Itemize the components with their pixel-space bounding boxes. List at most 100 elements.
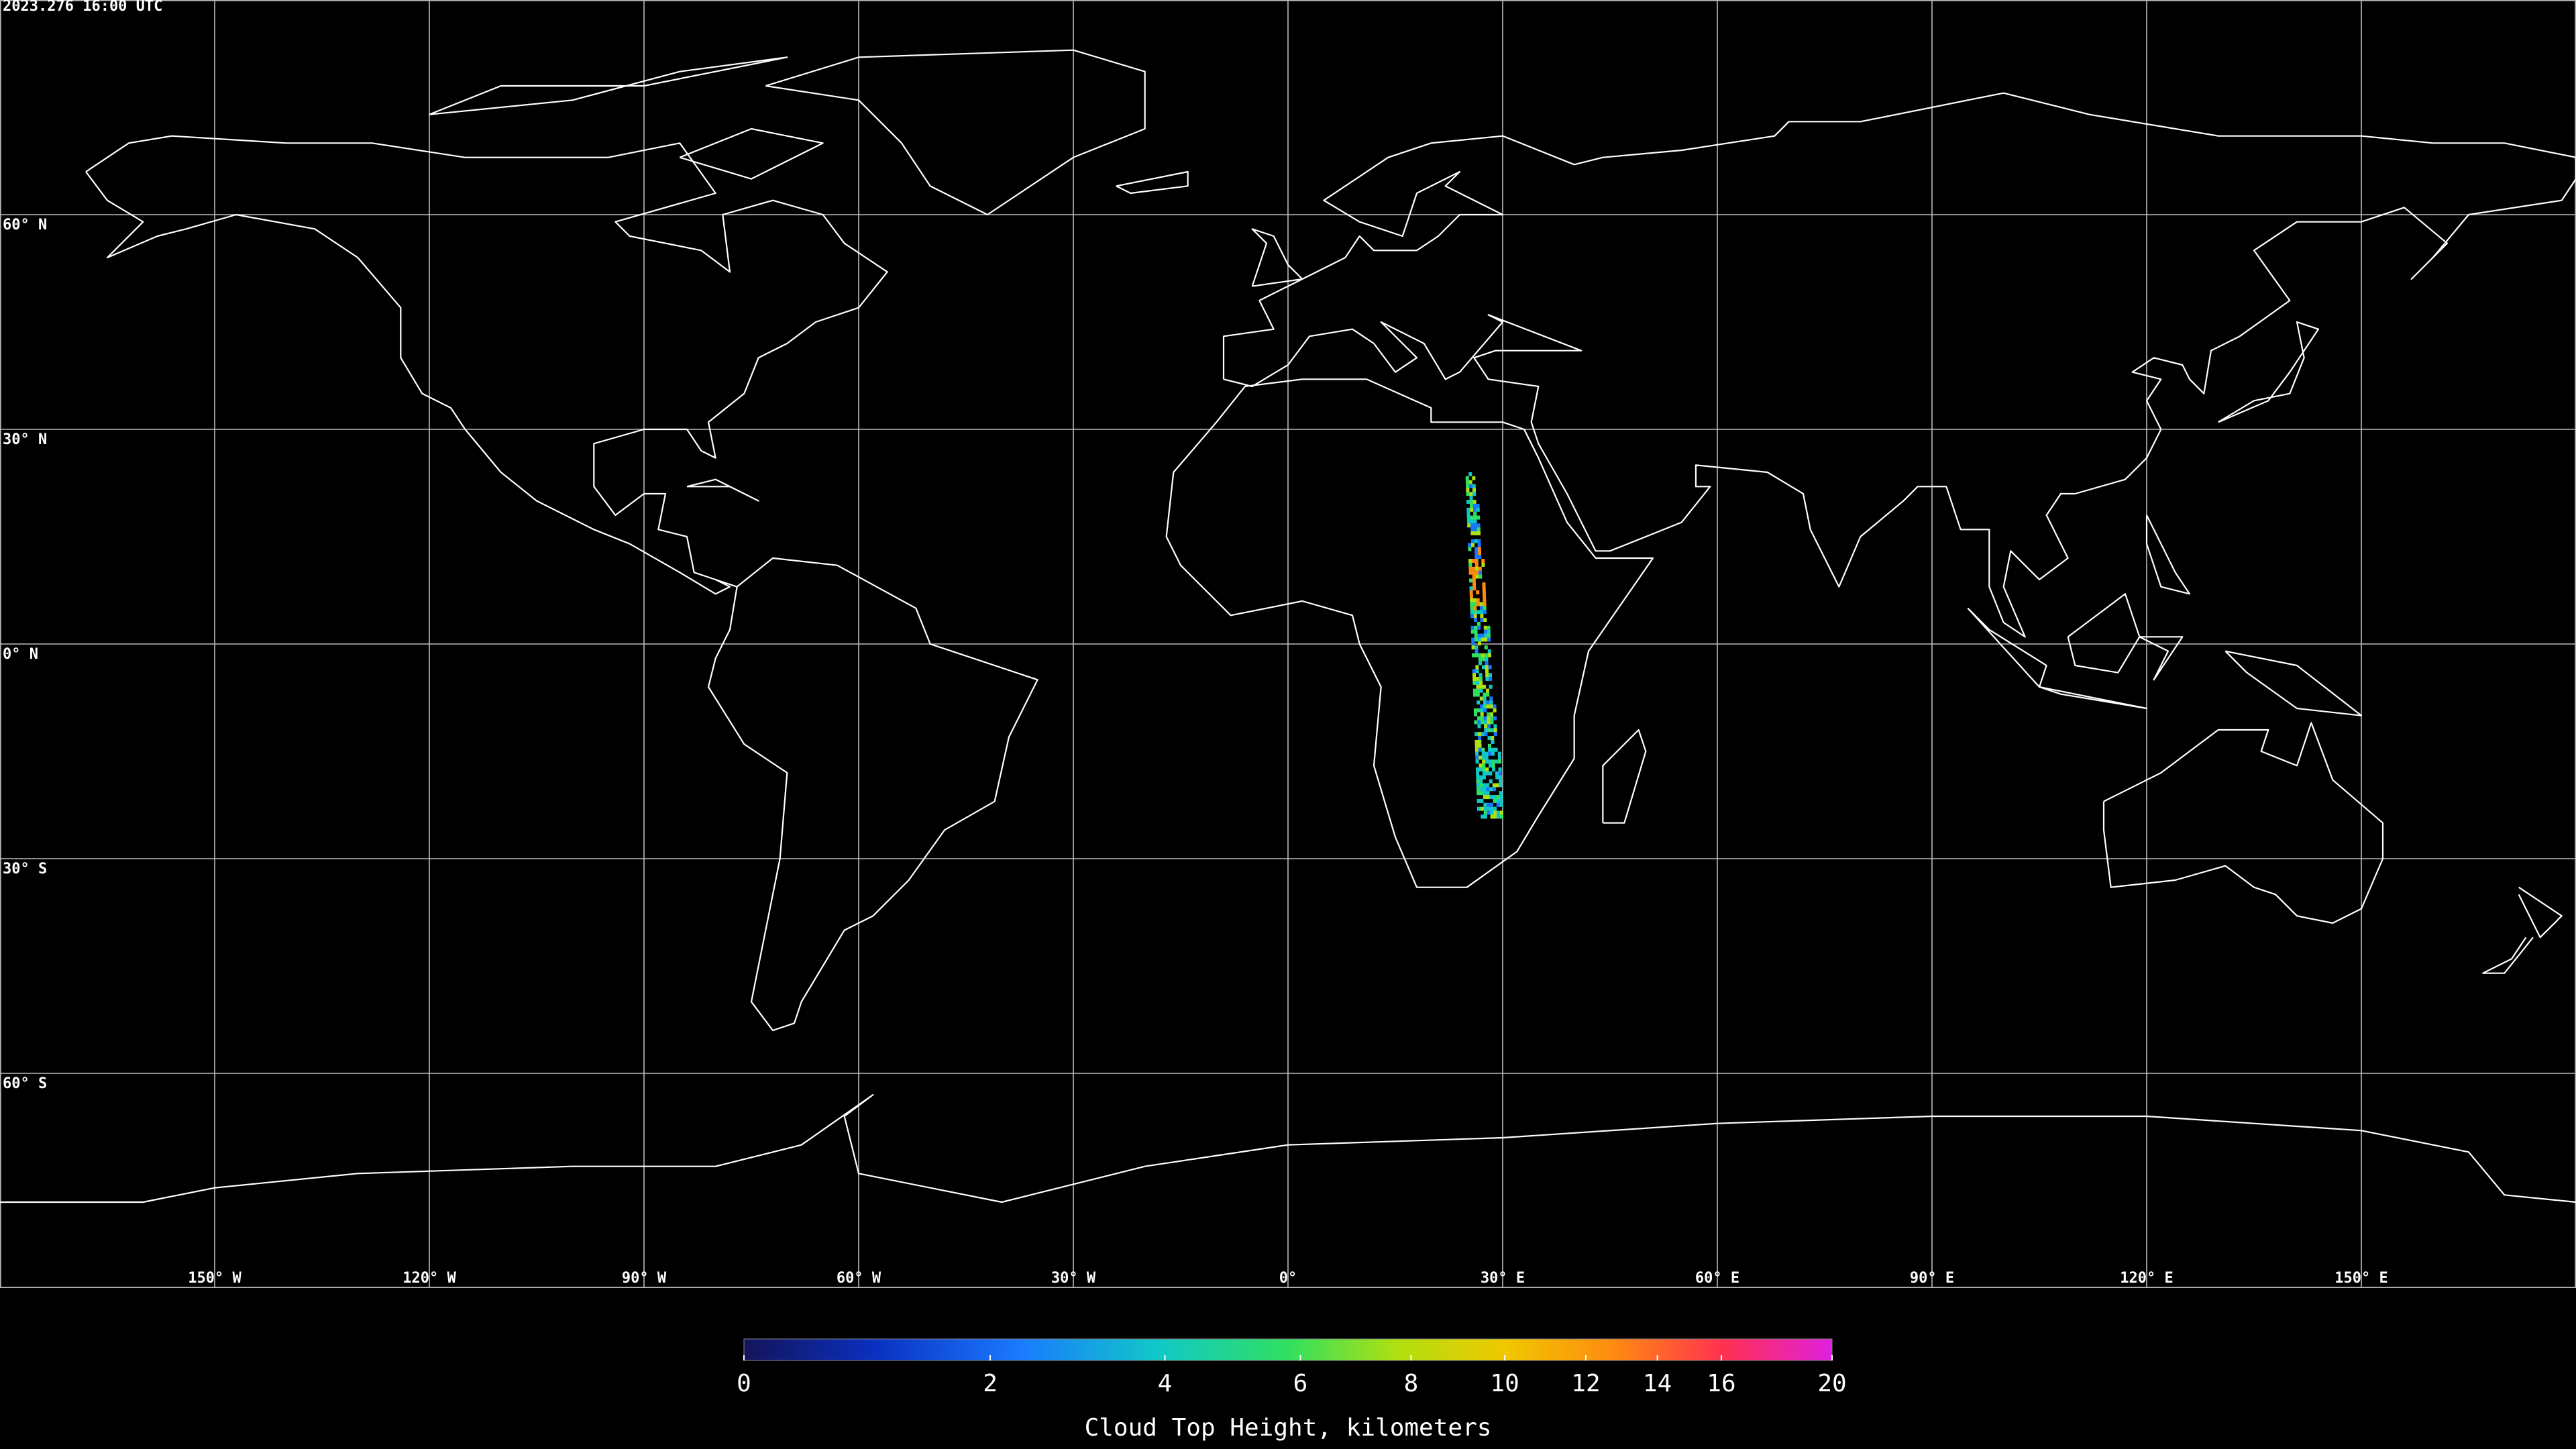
swath-pixel	[1490, 806, 1494, 811]
longitude-label: 150° W	[188, 1270, 241, 1287]
swath-pixel	[1479, 696, 1483, 701]
swath-pixel	[1484, 633, 1488, 638]
swath-pixel	[1476, 692, 1480, 697]
coastline	[2068, 594, 2140, 672]
swath-pixel	[1489, 802, 1493, 807]
swath-pixel	[1479, 779, 1483, 784]
swath-pixel	[1485, 653, 1489, 657]
swath-pixel	[1490, 810, 1494, 815]
swath-pixel	[1474, 743, 1479, 748]
swath-pixel	[1481, 653, 1485, 657]
swath-pixel	[1476, 684, 1480, 689]
swath-pixel	[1474, 625, 1478, 630]
swath-pixel	[1474, 527, 1478, 532]
swath-pixel	[1487, 653, 1491, 657]
swath-pixel	[1481, 657, 1485, 661]
swath-pixel	[1477, 527, 1481, 532]
swath-pixel	[1499, 783, 1503, 788]
swath-pixel	[1483, 787, 1487, 792]
swath-pixel	[1498, 759, 1502, 764]
swath-pixel	[1477, 641, 1481, 646]
swath-pixel	[1489, 787, 1493, 792]
swath-pixel	[1469, 590, 1473, 594]
swath-pixel	[1476, 775, 1480, 780]
swath-pixel	[1477, 523, 1481, 528]
swath-pixel	[1479, 680, 1483, 685]
swath-pixel	[1485, 665, 1489, 669]
swath-pixel	[1482, 775, 1486, 780]
swath-pixel	[1473, 519, 1477, 524]
swath-pixel	[1489, 684, 1493, 689]
swath-pixel	[1476, 602, 1480, 606]
swath-pixel	[1472, 578, 1476, 583]
swath-pixel	[1472, 669, 1476, 674]
swath-pixel	[1493, 724, 1497, 729]
swath-pixel	[1469, 578, 1473, 583]
swath-pixel	[1487, 802, 1491, 807]
swath-pixel	[1479, 673, 1483, 678]
swath-pixel	[1466, 519, 1470, 524]
latitude-label: 30° N	[3, 431, 47, 448]
swath-pixel	[1466, 507, 1470, 512]
swath-pixel	[1470, 507, 1474, 512]
swath-pixel	[1499, 798, 1503, 803]
swath-pixel	[1481, 732, 1485, 737]
swath-pixel	[1482, 763, 1486, 768]
swath-pixel	[1477, 798, 1481, 803]
swath-pixel	[1499, 791, 1503, 796]
swath-pixel	[1493, 732, 1497, 737]
swath-pixel	[1468, 570, 1472, 575]
swath-pixel	[1477, 732, 1481, 737]
swath-pixel	[1478, 739, 1482, 744]
swath-pixel	[1496, 810, 1500, 815]
swath-pixel	[1491, 747, 1495, 752]
swath-pixel	[1477, 625, 1481, 630]
swath-pixel	[1488, 665, 1492, 669]
swath-pixel	[1479, 775, 1483, 780]
swath-pixel	[1489, 696, 1493, 701]
swath-pixel	[1470, 523, 1474, 528]
map	[0, 50, 2576, 1202]
swath-pixel	[1476, 771, 1480, 775]
swath-pixel	[1483, 708, 1487, 712]
swath-pixel	[1472, 492, 1477, 496]
swath-pixel	[1475, 751, 1479, 756]
swath-pixel	[1486, 692, 1490, 697]
coastline	[680, 129, 822, 179]
swath-pixel	[1471, 637, 1475, 642]
swath-pixel	[1486, 700, 1490, 705]
swath-pixel	[1493, 795, 1497, 800]
longitude-label: 120° W	[402, 1270, 456, 1287]
swath-pixel	[1475, 759, 1479, 764]
swath-pixel	[1474, 555, 1479, 559]
swath-pixel	[1474, 633, 1478, 638]
swath-pixel	[1479, 574, 1483, 579]
swath-pixel	[1493, 708, 1497, 712]
swath-pixel	[1469, 492, 1473, 496]
coastline	[2483, 937, 2533, 973]
swath-pixel	[1480, 712, 1484, 716]
swath-pixel	[1478, 747, 1482, 752]
swath-pixel	[1465, 480, 1469, 484]
swath-pixel	[1479, 791, 1483, 796]
coastline	[1252, 229, 1303, 286]
swath-pixel	[1469, 586, 1473, 591]
colorbar-tick-label: 8	[1404, 1370, 1419, 1397]
swath-pixel	[1490, 716, 1494, 720]
swath-pixel	[1485, 751, 1489, 756]
swath-pixel	[1470, 606, 1474, 610]
swath-pixel	[1466, 488, 1470, 492]
swath-pixel	[1481, 559, 1485, 564]
swath-pixel	[1483, 684, 1487, 689]
swath-pixel	[1482, 582, 1486, 587]
swath-pixel	[1481, 562, 1485, 567]
swath-pixel	[1495, 775, 1499, 780]
swath-pixel	[1477, 708, 1481, 712]
swath-pixel	[1479, 787, 1483, 792]
swath-pixel	[1481, 814, 1485, 819]
swath-pixel	[1478, 555, 1482, 559]
swath-pixel	[1487, 716, 1491, 720]
swath-pixel	[1493, 806, 1497, 811]
swath-pixel	[1479, 763, 1483, 768]
swath-pixel	[1491, 759, 1495, 764]
